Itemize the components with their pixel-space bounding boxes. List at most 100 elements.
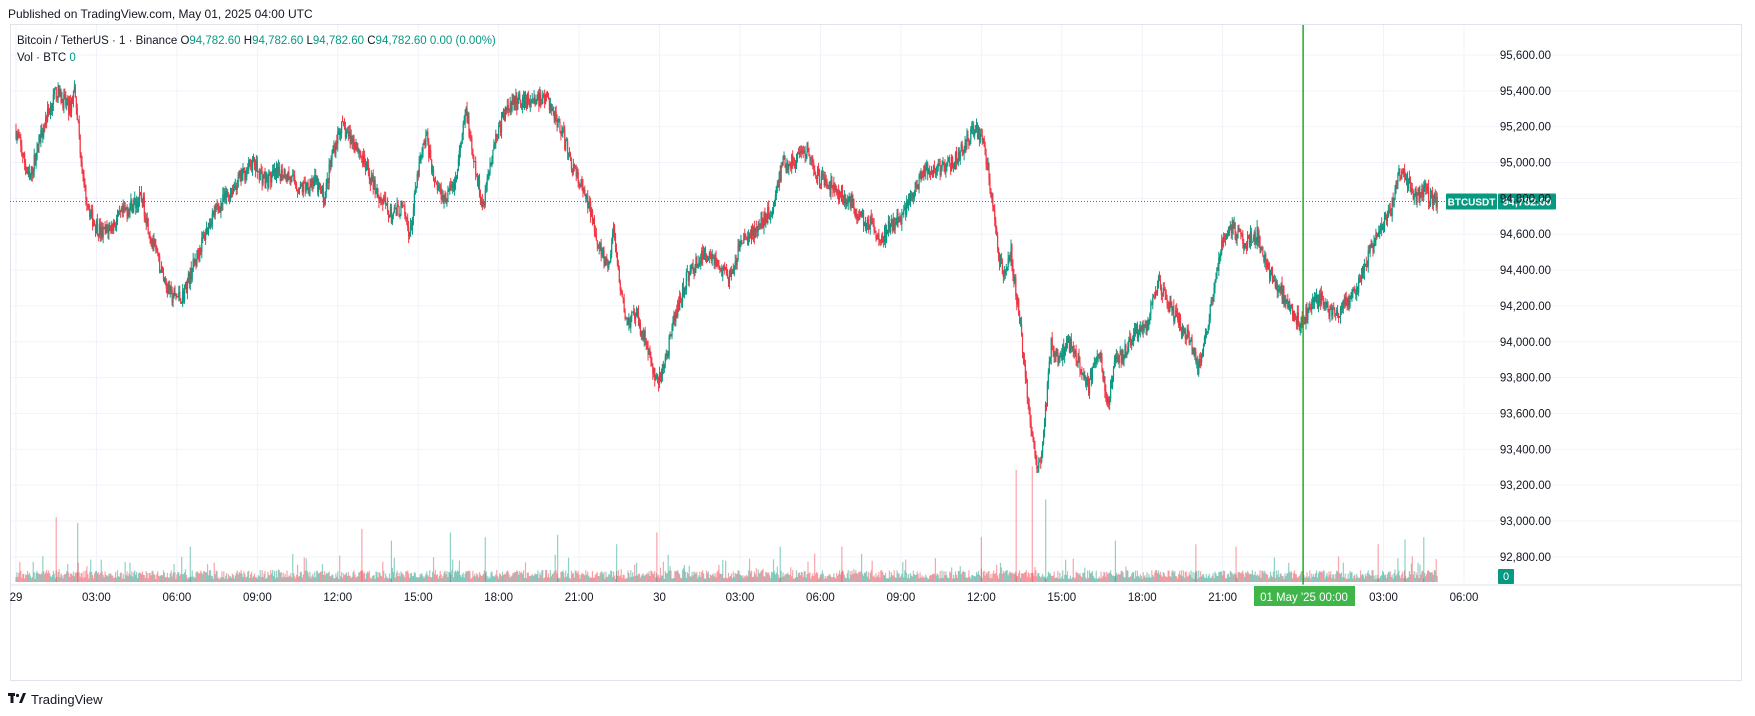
candle-body [1361,266,1364,275]
candle-body [1396,183,1398,185]
volume-bar [793,578,796,582]
candle-body [447,190,449,200]
volume-bar [42,556,44,582]
volume-bar [508,574,510,582]
candle-body [719,268,721,270]
volume-bar [735,573,737,582]
volume-bar [829,574,831,582]
candle-body [430,150,432,160]
candle-body [382,202,384,205]
candle-body [134,198,136,200]
candle-body [1171,304,1173,311]
volume-bar [1189,574,1191,582]
volume-bar [1196,571,1198,582]
candle-body [254,165,257,171]
candle-body [616,255,619,265]
volume-bar [354,574,356,582]
volume-bar [1223,570,1225,582]
candle-body [799,151,801,153]
volume-bar [1192,572,1194,582]
candle-body [809,156,811,159]
candle-body [1332,308,1334,317]
volume-bar [851,570,853,582]
volume-bar [1414,578,1416,582]
time-tick-label: 12:00 [323,592,352,604]
volume-bar [785,574,787,582]
volume-bar [942,578,944,582]
candle-body [370,176,372,185]
candle-body [498,126,500,139]
candle-body [340,133,342,136]
candle-body [1013,275,1015,283]
candle-body [89,208,91,217]
volume-bar [1120,570,1122,582]
volume-bar [1075,571,1077,582]
volume-bar [1269,571,1272,582]
candle-body [627,317,629,325]
candle-body [790,164,792,169]
volume-bar [1131,573,1133,582]
volume-bar [931,573,934,582]
volume-bar [70,573,73,582]
volume-bar [1402,571,1404,582]
volume-bar [1280,573,1282,582]
volume-bar [269,575,271,582]
volume-bar [1262,570,1264,582]
candle-body [682,284,685,296]
volume-bar [601,571,603,582]
candle-body [854,209,856,216]
candle-body [1156,283,1159,294]
volume-bar [277,569,280,582]
candle-body [612,225,615,233]
time-tick-label: 29 [10,592,23,604]
candle-body [599,243,601,245]
volume-bar [118,576,121,582]
volume-bar [750,570,753,582]
candle-body [496,133,498,137]
volume-bar [1201,574,1204,582]
candle-body [960,143,962,151]
candle-body [1286,299,1288,303]
volume-bar [562,570,564,582]
volume-bar [219,578,221,582]
candle-body [983,138,985,147]
volume-bar [721,574,723,582]
volume-bar [466,571,468,582]
volume-bar [1084,567,1086,582]
tradingview-footer[interactable]: TradingView [8,692,103,707]
volume-bar [589,577,591,582]
candle-body [562,128,564,132]
volume-bar [171,576,173,582]
volume-bar [1401,574,1403,582]
candle-body [1164,290,1166,294]
volume-bar [314,571,316,582]
volume-bar [646,572,648,582]
volume-bar [328,571,330,582]
volume-bar [863,572,866,582]
chart-frame[interactable] [10,24,1742,681]
volume-bar [161,575,164,582]
volume-bar [292,553,294,582]
candle-body [805,154,807,157]
volume-bar [1434,570,1436,582]
volume-bar [769,575,771,582]
volume-bar [1019,570,1021,582]
volume-bar [747,576,749,582]
volume-bar [937,574,939,582]
volume-bar [816,573,819,582]
volume-bar [284,573,286,582]
volume-bar [1109,572,1111,582]
volume-bar [773,571,776,582]
candle-body [497,136,499,139]
candle-body [922,176,924,178]
candle-body [446,199,448,201]
volume-bar [711,574,713,582]
volume-bar [1215,573,1217,582]
volume-bar [819,574,822,582]
volume-bar [1016,576,1018,582]
candle-body [782,157,784,166]
change-value: 0.00 (0.00%) [429,35,496,47]
volume-bar [16,572,18,582]
candle-body [557,122,559,128]
